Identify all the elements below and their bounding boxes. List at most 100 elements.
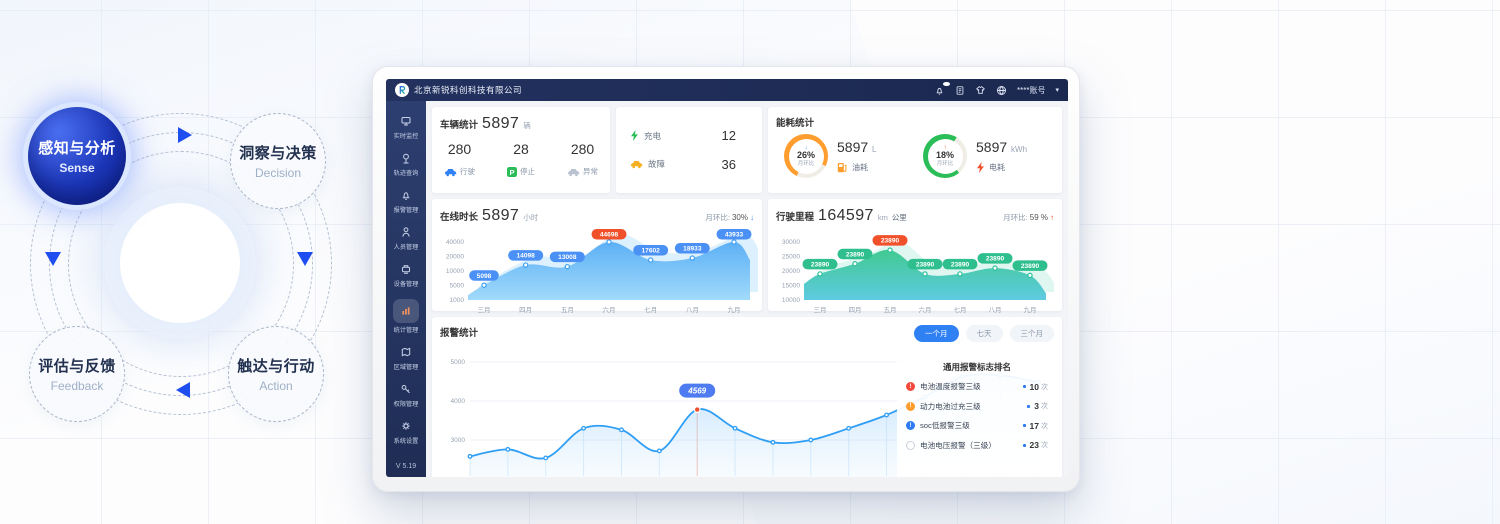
gauge-sublabel: 月环比 [797, 161, 815, 168]
theme-shirt-icon[interactable] [975, 85, 986, 95]
rank-badge-icon: ! [906, 421, 915, 430]
card-title: 能耗统计 [776, 118, 815, 129]
svg-text:23890: 23890 [1021, 263, 1040, 270]
svg-text:20000: 20000 [446, 254, 464, 261]
sidebar-item-label: 系统设置 [393, 438, 419, 446]
svg-text:六月: 六月 [603, 305, 616, 314]
energy-gauge: ↑ 18% 月环比 5897 kWh 电耗 [915, 134, 1054, 178]
sidebar-item-label: 统计管理 [393, 327, 419, 335]
sidebar-item[interactable]: 统计管理 [386, 298, 426, 335]
charging-icon [630, 130, 639, 142]
trend-arrow-icon: ↑ [943, 144, 947, 151]
svg-text:43933: 43933 [725, 232, 744, 239]
sidebar-item-label: 实时监控 [393, 133, 419, 140]
dashboard-mockup: 北京新锐科创科技有限公司 ****账号 [372, 66, 1080, 492]
caret-down-icon[interactable]: ▾ [1055, 87, 1059, 94]
svg-text:八月: 八月 [989, 306, 1002, 314]
node-label-en: Feedback [50, 379, 104, 393]
gauge-sublabel: 月环比 [936, 161, 954, 168]
cycle-center-glow [120, 203, 240, 323]
trend-arrow-icon: ↓ [750, 213, 754, 222]
rank-badge-icon [906, 440, 915, 450]
mom-indicator: 月环比: 59 % ↑ [1003, 213, 1054, 222]
cycle-node-feedback: 评估与反馈 Feedback [29, 326, 125, 422]
status-value: 36 [721, 156, 736, 172]
count-bullet-icon [1022, 424, 1026, 427]
notification-bell-icon[interactable] [934, 81, 951, 96]
node-label-zh: 洞察与决策 [239, 145, 317, 162]
svg-text:10000: 10000 [446, 268, 464, 275]
alarm-range-tab[interactable]: 一个月 [914, 325, 959, 342]
ranking-count-unit: 次 [1041, 383, 1048, 391]
ranking-count: 10 [1029, 381, 1039, 392]
vehicle-unit: 辆 [523, 121, 531, 130]
ranking-count-unit: 次 [1041, 442, 1048, 449]
svg-text:P: P [509, 167, 514, 176]
count-bullet-icon [1022, 443, 1026, 447]
vehicle-stat-label: 行驶 [460, 167, 475, 176]
svg-text:18933: 18933 [683, 246, 702, 253]
alarm-card: 报警统计 一个月 七天 三个月 5000 4000 3000 4569 通用报警标志排名 … [432, 317, 1062, 477]
svg-text:14098: 14098 [516, 253, 535, 260]
vehicle-stat-value: 280 [447, 141, 472, 157]
sidebar-item-label: 报警管理 [393, 207, 419, 214]
sidebar-item[interactable]: 实时监控 [386, 114, 426, 141]
account-name[interactable]: ****账号 [1017, 85, 1046, 95]
company-logo-icon [395, 83, 409, 97]
users-icon [398, 225, 415, 240]
card-title: 车辆统计 [440, 120, 479, 131]
gauge-label: 电耗 [989, 163, 1005, 172]
sidebar-item[interactable]: 人员管理 [386, 225, 426, 252]
online-hours-value: 5897 [482, 207, 520, 224]
alarm-range-tab[interactable]: 三个月 [1009, 325, 1054, 342]
sidebar-item-label: 设备管理 [393, 281, 419, 288]
vehicle-stat-label: 停止 [520, 167, 535, 176]
arrow-down-icon [45, 252, 61, 266]
node-label-en: Sense [59, 161, 95, 175]
arrow-left-icon [176, 382, 190, 398]
region-map-icon [398, 345, 415, 360]
sidebar-item[interactable]: 轨迹查询 [386, 151, 426, 178]
company-name: 北京新锐科创科技有限公司 [414, 85, 523, 95]
sidebar-item[interactable]: 权限管理 [386, 382, 426, 409]
energy-card: 能耗统计 ↓ 26% 月环比 5897 L 油耗 ↑ 18% 月环比 5897 kWh 电耗 [768, 107, 1062, 193]
svg-text:23890: 23890 [916, 262, 935, 269]
count-bullet-icon [1022, 385, 1026, 388]
ranking-title: 通用报警标志排名 [942, 362, 1011, 372]
count-bullet-icon [1027, 404, 1031, 408]
document-icon[interactable] [955, 85, 965, 96]
sidebar-item[interactable]: 报警管理 [386, 188, 426, 215]
sidebar-item[interactable]: 区域管理 [386, 345, 426, 372]
sidebar-item[interactable]: 系统设置 [386, 419, 426, 446]
main-content: 车辆统计 5897 辆 280 行驶 28 P 停止 280 异常 充电 12 故障 36 能耗统… [426, 101, 1068, 477]
card-title: 在线时长 [440, 212, 479, 223]
car-abnormal-icon [567, 167, 580, 177]
status-value: 12 [721, 128, 736, 144]
ranking-count: 3 [1034, 401, 1039, 411]
mileage-card: 行驶里程 164597 km 公里 月环比: 59 % ↑ 10000 15000 20… [768, 199, 1062, 314]
card-title: 报警统计 [440, 328, 479, 339]
mom-indicator: 月环比: 30% ↓ [705, 213, 754, 222]
node-label-en: Action [259, 379, 293, 393]
sidebar-item-label: 权限管理 [393, 401, 419, 409]
globe-icon[interactable] [996, 85, 1007, 96]
vehicle-stat-value: 28 [513, 141, 529, 157]
sidebar-item[interactable]: 设备管理 [386, 262, 426, 289]
svg-text:4569: 4569 [687, 386, 706, 395]
svg-text:13008: 13008 [558, 254, 577, 261]
ranking-item: ! soc低报警三级 17 次 [906, 420, 1048, 431]
vehicle-stat: 280 异常 [567, 141, 598, 177]
card-title: 行驶里程 [776, 212, 815, 223]
vehicle-stat: 280 行驶 [444, 141, 475, 177]
gauge-value: 5897 kWh [976, 139, 1028, 155]
online-hours-card: 在线时长 5897 小时 月环比: 30% ↓ 1000 5000 10000 20000… [432, 199, 762, 314]
cycle-node-sense: 感知与分析 Sense [28, 107, 126, 205]
sidebar-item-label: 区域管理 [393, 364, 419, 372]
vehicle-stats-card: 车辆统计 5897 辆 280 行驶 28 P 停止 280 异常 [432, 107, 610, 193]
svg-text:三月: 三月 [814, 306, 827, 314]
stats-icon [393, 298, 419, 323]
svg-text:23890: 23890 [881, 238, 900, 245]
gauge-label: 油耗 [852, 163, 868, 172]
alarm-range-tab[interactable]: 七天 [965, 325, 1003, 342]
settings-gear-icon [398, 419, 415, 434]
